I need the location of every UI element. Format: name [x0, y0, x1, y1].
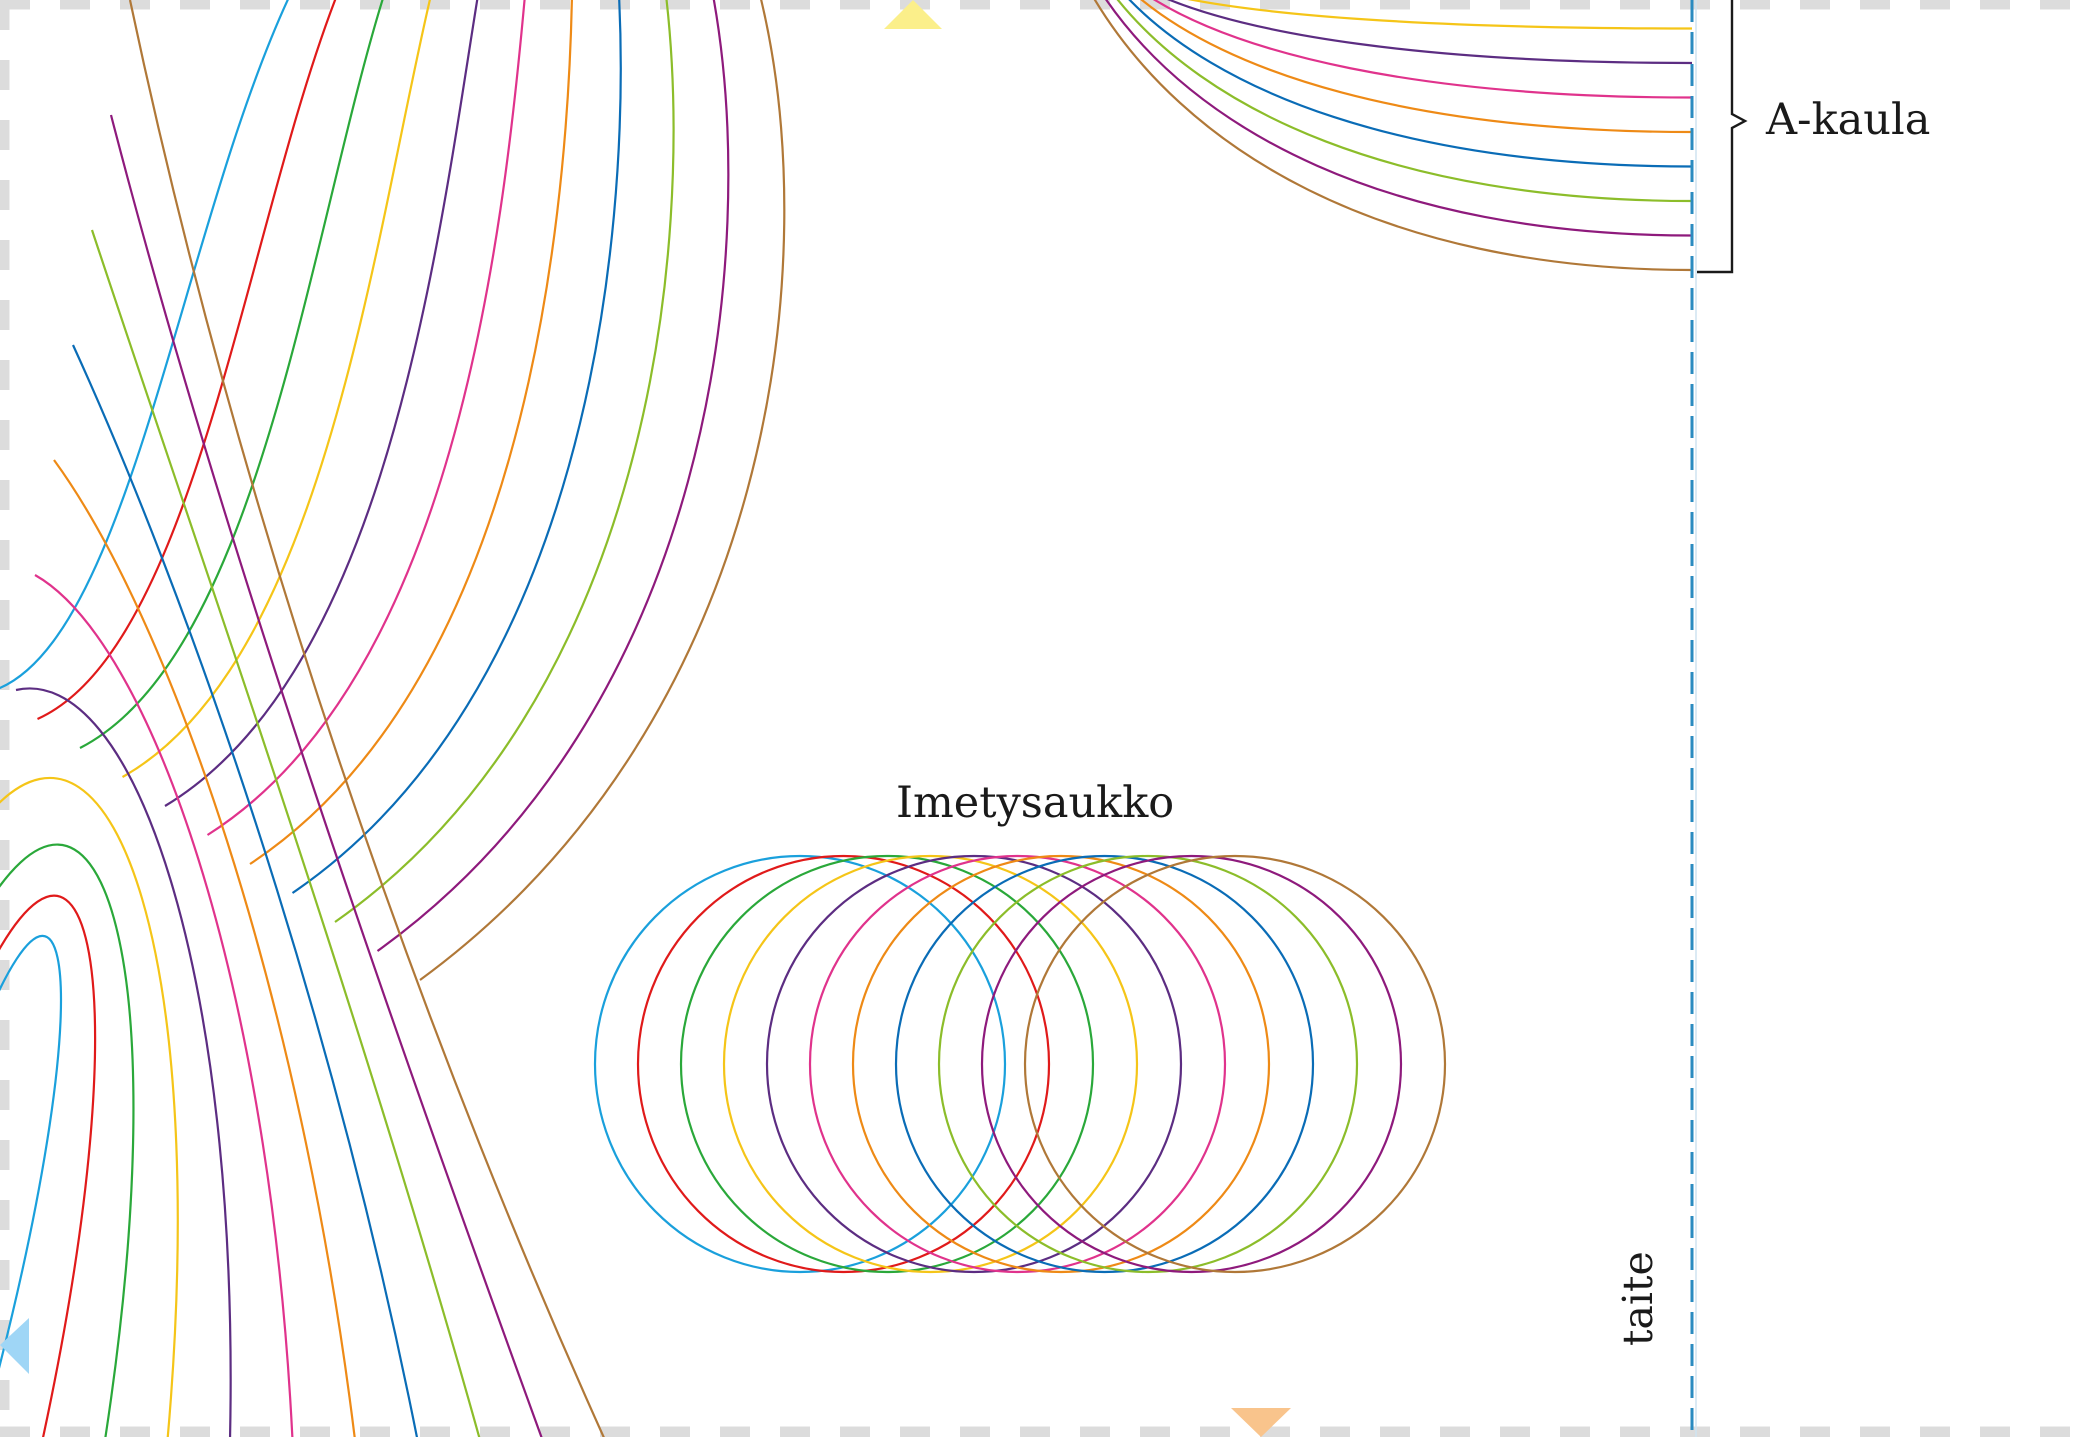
nursing-opening-size-oval — [851, 854, 1271, 1274]
neckline-size-line — [1167, 0, 1693, 65]
side-curve-size-line — [79, 0, 384, 749]
side-curve-size-line — [0, 0, 289, 689]
nursing-opening-size-oval — [808, 854, 1227, 1274]
diagonal-size-line — [90, 229, 481, 1437]
nursing-opening-size-oval — [593, 854, 1007, 1274]
side-curve-size-lines — [0, 0, 786, 981]
neckline-size-line — [1187, 0, 1693, 30]
bottom-notch-marker — [1231, 1408, 1291, 1437]
nursing-opening-size-oval — [679, 854, 1095, 1274]
diagonal-size-line — [0, 843, 135, 1437]
nursing-opening-size-oval — [722, 854, 1139, 1274]
neckline-size-line — [1116, 0, 1693, 203]
neck-size-label: A-kaula — [1766, 95, 1931, 145]
side-curve-size-line — [249, 0, 573, 865]
diagonal-size-lines — [0, 0, 605, 1437]
alignment-markers — [0, 0, 1291, 1437]
diagonal-size-line — [0, 894, 97, 1437]
top-notch-marker — [884, 0, 942, 29]
nursing-opening-size-oval — [636, 854, 1051, 1274]
diagonal-size-line — [34, 574, 294, 1437]
diagonal-size-line — [0, 934, 63, 1369]
fold-and-bracket-guides — [1690, 0, 1748, 1437]
diagonal-size-line — [109, 114, 543, 1437]
neckline-size-line — [1128, 0, 1693, 168]
neckline-size-line — [1140, 0, 1693, 134]
nursing-opening-size-oval — [894, 854, 1315, 1274]
nursing-opening-size-oval — [937, 854, 1359, 1274]
diagonal-size-line — [15, 687, 232, 1437]
neckline-size-line — [1152, 0, 1693, 99]
side-curve-size-line — [376, 0, 730, 952]
left-notch-marker — [0, 1318, 29, 1374]
diagonal-size-line — [53, 459, 356, 1437]
neckline-size-lines — [1093, 0, 1693, 272]
side-curve-size-line — [121, 0, 431, 778]
fold-line-label: taite — [1614, 1251, 1662, 1346]
diagonal-size-line — [0, 776, 179, 1437]
neckline-size-line — [1105, 0, 1693, 237]
nursing-opening-size-oval — [765, 854, 1183, 1274]
nursing-opening-size-lines — [593, 854, 1447, 1274]
nursing-opening-label: Imetysaukko — [896, 778, 1175, 828]
side-curve-size-line — [291, 0, 622, 894]
diagonal-size-line — [128, 0, 605, 1437]
diagonal-size-line — [71, 344, 419, 1437]
neckline-size-line — [1093, 0, 1693, 272]
side-curve-size-line — [334, 0, 675, 923]
side-curve-size-line — [164, 0, 479, 807]
side-curve-size-line — [419, 0, 786, 981]
neck-size-bracket — [1697, 0, 1748, 274]
side-curve-size-line — [206, 0, 526, 836]
nursing-opening-size-oval — [1023, 854, 1447, 1274]
side-curve-size-line — [37, 0, 337, 721]
nursing-opening-size-oval — [980, 854, 1403, 1274]
